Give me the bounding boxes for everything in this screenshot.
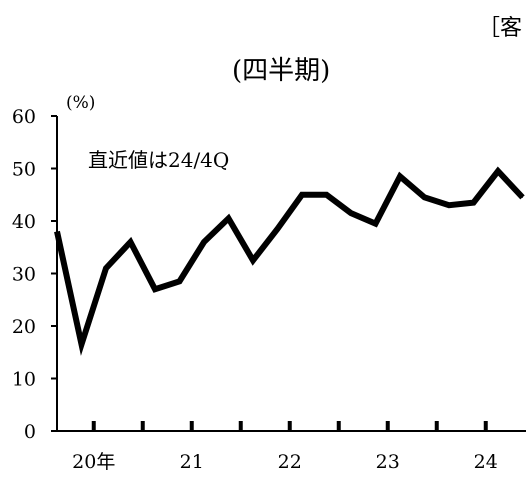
chart-title: (四半期) [232,56,331,86]
data-point [522,196,523,198]
x-tick [483,421,488,431]
x-tick [238,421,243,431]
data-point [105,267,107,269]
chart-annotation: 直近値は24/4Q [88,148,229,172]
y-tick-label: 10 [12,369,36,391]
data-point [424,196,425,198]
data-point [448,204,450,206]
y-tick-label: 40 [12,211,36,233]
x-tick [336,421,341,431]
top-right-label: ［客 [478,16,523,41]
x-tick [434,421,439,431]
data-point [81,343,82,345]
data-point [277,228,278,230]
data-point [130,241,131,243]
series-line [54,166,525,356]
x-tick [189,421,194,431]
data-point [228,217,229,219]
y-tick-label: 60 [12,106,36,128]
data-point [252,259,254,261]
y-tick-label: 0 [24,421,36,443]
data-point [301,194,303,196]
data-point [399,175,401,177]
x-tick [287,421,292,431]
data-point [179,280,180,282]
x-tick [385,421,390,431]
axes [51,115,526,432]
y-axis-unit-label: (%) [66,93,95,113]
x-tick [91,421,96,431]
y-tick-label: 20 [12,316,36,338]
data-point [350,212,352,214]
data-point [375,223,376,225]
x-tick-label: 23 [376,451,400,473]
y-tick-label: 50 [12,159,36,181]
data-point [497,170,499,172]
series-lines [54,166,525,356]
data-point [473,202,474,204]
axis-labels: 0 10 20 30 40 50 60 (%) 直近値は24/4Q 20年 21 22 23 24 [12,93,498,473]
y-tick-label: 30 [12,264,36,286]
data-point [154,288,156,290]
x-tick-label: 21 [180,451,204,473]
x-tick [140,421,145,431]
x-tick-label: 24 [474,451,498,473]
data-point [56,231,58,232]
x-tick-label: 20年 [72,451,115,473]
x-tick-label: 22 [278,451,302,473]
data-point [326,194,327,196]
data-point [203,241,205,243]
